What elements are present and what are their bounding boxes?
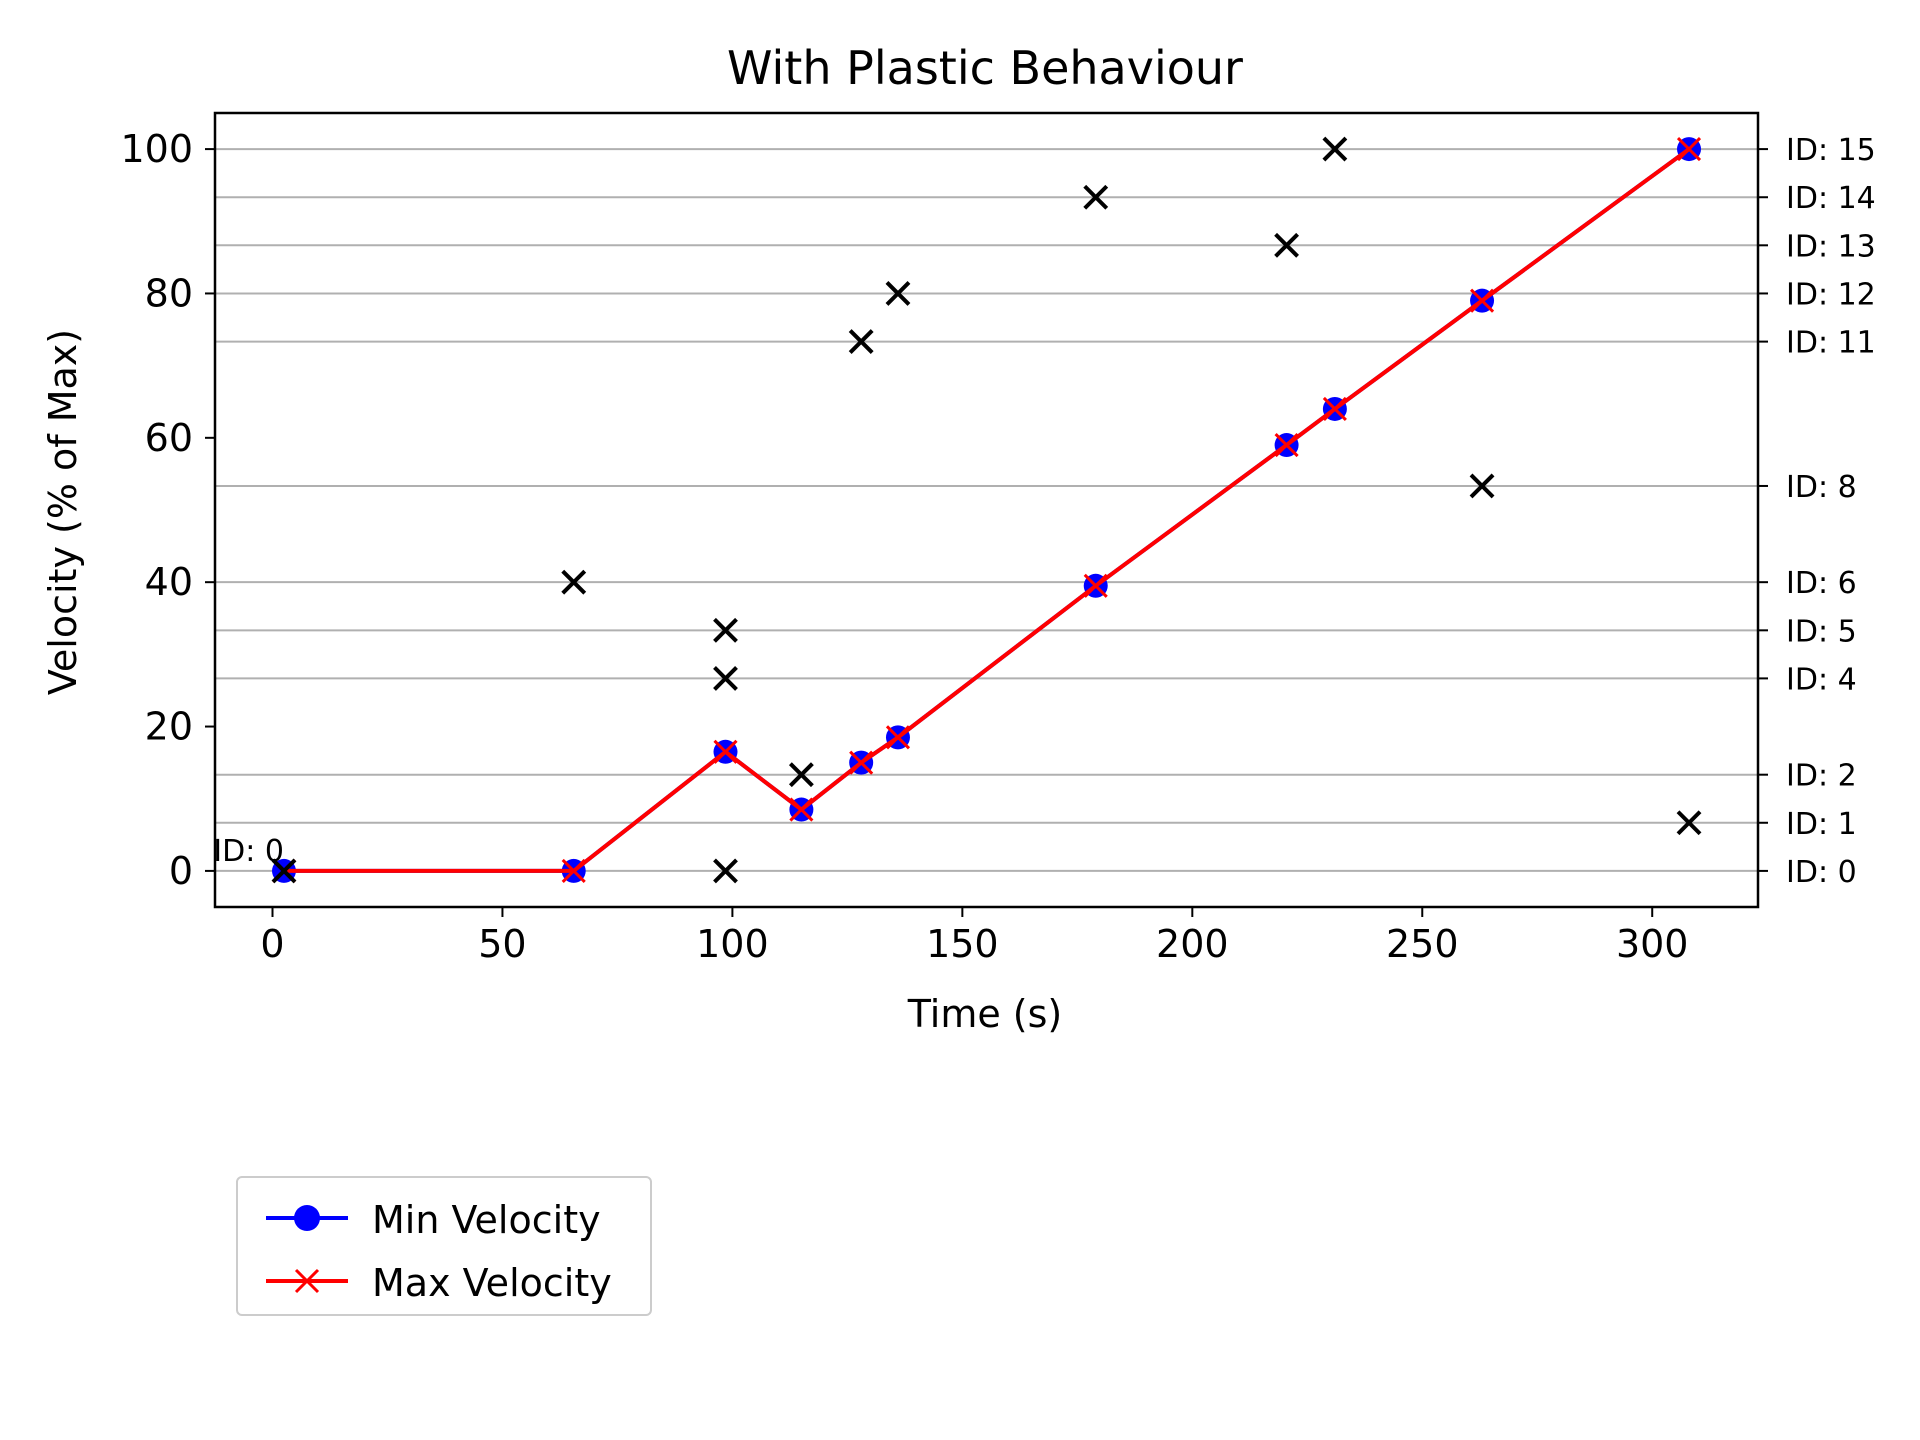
annotations: ID: 0 — [213, 834, 284, 869]
y-tick-label: 60 — [145, 416, 193, 460]
max-velocity-point — [789, 797, 814, 822]
x-tick-label: 200 — [1156, 922, 1229, 966]
axes: ID: 0 ID: 1 ID: 2 ID: 4 ID: 5 ID: 6 ID: 8 ID: 1… — [120, 111, 1876, 966]
id-marker — [271, 858, 297, 884]
id-markers — [271, 136, 1702, 884]
x-tick-label: 250 — [1386, 922, 1459, 966]
id-marker-stroke — [713, 858, 738, 884]
max-velocity-point-stroke — [1083, 573, 1108, 598]
id-marker — [1676, 810, 1702, 836]
right-tick-label: ID: 8 — [1786, 470, 1857, 505]
id-marker-stroke — [713, 617, 738, 643]
legend-item-min-velocity: Min Velocity — [238, 1188, 650, 1248]
legend-item-max-velocity: Max Velocity — [238, 1251, 650, 1311]
right-tick-label: ID: 1 — [1786, 807, 1857, 842]
y-tick-label: 40 — [145, 560, 193, 604]
id-marker-stroke — [1469, 473, 1495, 499]
y-axis-label: Velocity (% of Max) — [41, 329, 85, 695]
max-velocity-point — [713, 739, 738, 764]
id-marker-stroke — [1083, 184, 1109, 210]
x-tick-label: 150 — [926, 922, 999, 966]
max-velocity-point-stroke — [1322, 396, 1347, 422]
grid-lines — [215, 148, 1758, 872]
min-velocity-line — [283, 147, 1691, 873]
right-tick-label: ID: 14 — [1786, 181, 1876, 216]
id-marker-stroke — [1322, 136, 1348, 162]
legend: Min Velocity Max Velocity — [236, 1176, 652, 1316]
id-marker-stroke — [1274, 232, 1300, 258]
max-velocity-point — [1274, 432, 1299, 458]
max-velocity-point — [561, 858, 586, 883]
right-tick-label: ID: 15 — [1786, 133, 1876, 168]
max-velocity-point-stroke — [1274, 432, 1299, 458]
max-velocity-point — [1083, 573, 1108, 598]
legend-label-min-velocity: Min Velocity — [372, 1198, 601, 1242]
id-marker — [713, 617, 738, 643]
series-layer — [271, 137, 1702, 883]
max-velocity-point — [1322, 396, 1347, 422]
point-annotation: ID: 0 — [213, 834, 284, 869]
max-velocity-line — [283, 147, 1691, 873]
id-marker — [1083, 184, 1109, 210]
max-velocity-point-stroke — [885, 725, 911, 750]
id-marker-stroke — [848, 329, 874, 355]
id-marker — [713, 858, 738, 884]
id-marker-stroke — [713, 665, 738, 691]
legend-label-max-velocity: Max Velocity — [372, 1261, 612, 1305]
id-marker — [885, 281, 911, 306]
x-tick-label: 50 — [478, 922, 526, 966]
id-marker — [1322, 136, 1348, 162]
max-velocity-point — [849, 750, 874, 775]
right-tick-label: ID: 6 — [1786, 566, 1857, 601]
y-tick-label: 20 — [145, 705, 193, 749]
id-marker-stroke — [788, 762, 814, 788]
right-tick-label: ID: 13 — [1786, 229, 1876, 264]
id-marker — [848, 329, 874, 355]
x-tick-label: 300 — [1616, 922, 1689, 966]
right-tick-label: ID: 4 — [1786, 662, 1857, 697]
right-tick-label: ID: 0 — [1786, 855, 1857, 890]
legend-swatch-min-velocity — [266, 1205, 348, 1231]
right-tick-label: ID: 12 — [1786, 277, 1876, 312]
legend-swatch-max-velocity — [266, 1268, 348, 1294]
max-velocity-point-stroke — [849, 750, 874, 775]
max-velocity-point-stroke — [1676, 137, 1702, 162]
y-tick-label: 100 — [120, 127, 193, 171]
y-tick-label: 0 — [169, 849, 193, 893]
max-velocity-point-stroke — [1469, 288, 1495, 313]
id-marker-stroke — [561, 569, 587, 595]
y-tick-label: 80 — [145, 271, 193, 315]
id-marker — [1274, 232, 1300, 258]
chart-title: With Plastic Behaviour — [727, 41, 1243, 95]
max-velocity-point — [885, 725, 911, 750]
right-tick-label: ID: 11 — [1786, 326, 1876, 361]
id-marker — [561, 569, 587, 595]
right-tick-label: ID: 2 — [1786, 759, 1857, 794]
max-velocity-point-stroke — [789, 797, 814, 822]
max-velocity-point — [1469, 288, 1495, 313]
id-marker — [1469, 473, 1495, 499]
max-velocity-point-stroke — [713, 739, 738, 764]
x-tick-label: 0 — [260, 922, 284, 966]
id-marker-stroke — [885, 281, 911, 306]
x-axis-label: Time (s) — [907, 992, 1063, 1036]
right-tick-label: ID: 5 — [1786, 614, 1857, 649]
max-velocity-point-stroke — [561, 858, 586, 883]
id-marker-stroke — [271, 858, 297, 884]
max-velocity-point — [1676, 137, 1702, 162]
id-marker — [788, 762, 814, 788]
id-marker-stroke — [1676, 810, 1702, 836]
x-tick-label: 100 — [696, 922, 769, 966]
plot-frame — [213, 111, 1760, 909]
id-marker — [713, 665, 738, 691]
